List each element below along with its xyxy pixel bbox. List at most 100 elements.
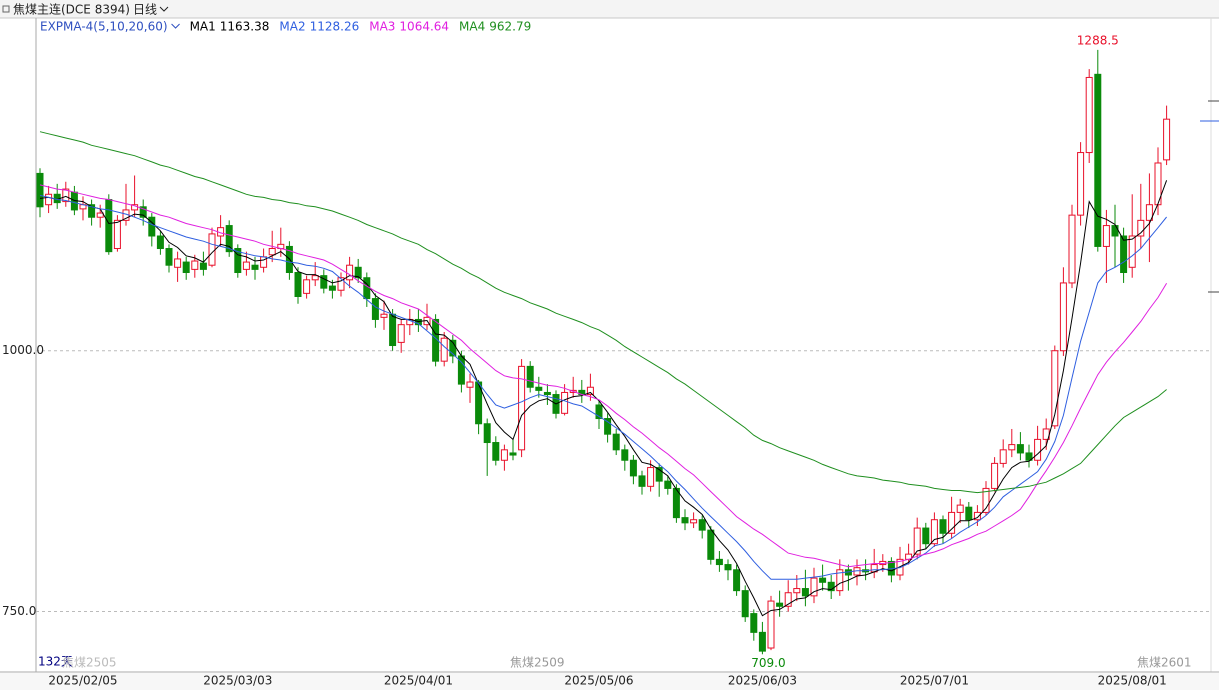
candle-body — [1008, 444, 1016, 451]
candle-body — [449, 339, 457, 357]
x-tick-label: 2025/08/01 — [1098, 674, 1167, 688]
candle-body — [1102, 225, 1110, 247]
candle-body — [638, 475, 646, 487]
candle-body — [982, 487, 990, 513]
candle-body — [784, 592, 792, 607]
menu-icon[interactable] — [2, 5, 10, 13]
candle-body — [182, 261, 190, 274]
candle-body — [1059, 282, 1067, 352]
candle-body — [1025, 452, 1033, 461]
candle-body — [647, 467, 655, 487]
candle-body — [156, 235, 164, 250]
candle-body — [629, 459, 637, 477]
candle-body — [518, 365, 526, 451]
candle-body — [36, 172, 44, 208]
candle-body — [389, 313, 397, 347]
candle-body — [492, 442, 500, 461]
candle-body — [500, 449, 508, 461]
candle-body — [922, 527, 930, 545]
candle-body — [165, 248, 173, 266]
candle-body — [698, 519, 706, 531]
contract-label: 焦煤2509 — [510, 656, 565, 670]
candle-body — [535, 386, 543, 391]
candle-body — [810, 577, 818, 597]
candle-body — [62, 188, 70, 203]
candle-body — [827, 581, 835, 592]
contract-label: 焦煤2601 — [1137, 656, 1192, 670]
ma-line — [39, 131, 1167, 494]
high-annotation: 1288.5 — [1077, 33, 1119, 47]
candle-body — [715, 558, 723, 566]
day-count: 132天 — [38, 655, 73, 669]
candle-body — [561, 391, 569, 414]
candle-body — [741, 590, 749, 618]
candle-body — [1137, 219, 1145, 237]
indicator-name[interactable]: EXPMA-4(5,10,20,60) — [40, 20, 168, 34]
candle-body — [148, 216, 156, 237]
ma-line — [39, 194, 1167, 580]
legend-name: MA4 — [459, 20, 485, 34]
candle-body — [234, 248, 242, 274]
period-selector[interactable]: 日线 — [133, 3, 157, 17]
candle-body — [991, 462, 999, 489]
candle-body — [1145, 204, 1153, 221]
candle-body — [672, 487, 680, 519]
candle-body — [1163, 118, 1171, 161]
candle-body — [337, 277, 345, 291]
y-tick-label: 750.0 — [2, 604, 36, 618]
candle-body — [88, 204, 96, 218]
candle-body — [1094, 73, 1102, 247]
candle-body — [225, 225, 233, 253]
x-tick-label: 2025/02/05 — [48, 674, 117, 688]
candle-body — [801, 588, 809, 597]
x-tick-label: 2025/03/03 — [203, 674, 272, 688]
candle-body — [1128, 235, 1136, 268]
candle-body — [346, 264, 354, 281]
candle-body — [724, 564, 732, 571]
candle-body — [105, 198, 113, 253]
candle-body — [1068, 214, 1076, 284]
date-axis-bar — [0, 673, 1219, 690]
candle-body — [819, 577, 827, 583]
candle-body — [294, 272, 302, 297]
x-tick-label: 2025/05/06 — [564, 674, 633, 688]
y-tick-label: 1000.0 — [2, 343, 44, 357]
candle-body — [681, 517, 689, 524]
candle-body — [930, 519, 938, 545]
candle-body — [440, 337, 448, 362]
candle-body — [758, 631, 766, 652]
ma-line — [39, 180, 1168, 617]
legend-value: 1163.38 — [220, 20, 270, 34]
candle-body — [1051, 350, 1059, 427]
candle-body — [543, 391, 551, 396]
candle-body — [1077, 152, 1085, 216]
chart-title: 焦煤主连(DCE 8394) — [13, 2, 130, 17]
candle-body — [363, 277, 371, 300]
candle-body — [199, 262, 207, 270]
legend-name: MA2 — [279, 20, 305, 34]
candle-body — [466, 381, 474, 388]
candle-body — [483, 423, 491, 444]
candle-body — [371, 298, 379, 320]
ma-line — [39, 184, 1168, 568]
candle-body — [1085, 76, 1093, 154]
candle-body — [251, 264, 259, 270]
top-bar — [0, 0, 1219, 18]
candle-body — [707, 529, 715, 560]
candle-body — [397, 324, 405, 343]
legend-name: MA3 — [369, 20, 395, 34]
period-chevron[interactable] — [159, 6, 169, 12]
candle-body — [311, 275, 319, 281]
x-tick-label: 2025/06/03 — [728, 674, 797, 688]
candle-body — [939, 519, 947, 534]
candle-body — [612, 433, 620, 451]
candle-body — [767, 600, 775, 649]
candle-body — [793, 588, 801, 594]
candle-body — [948, 511, 956, 534]
legend-name: MA1 — [190, 20, 216, 34]
candle-body — [690, 519, 698, 524]
candle-body — [354, 266, 362, 279]
candle-body — [1016, 444, 1024, 454]
candle-body — [604, 418, 612, 435]
